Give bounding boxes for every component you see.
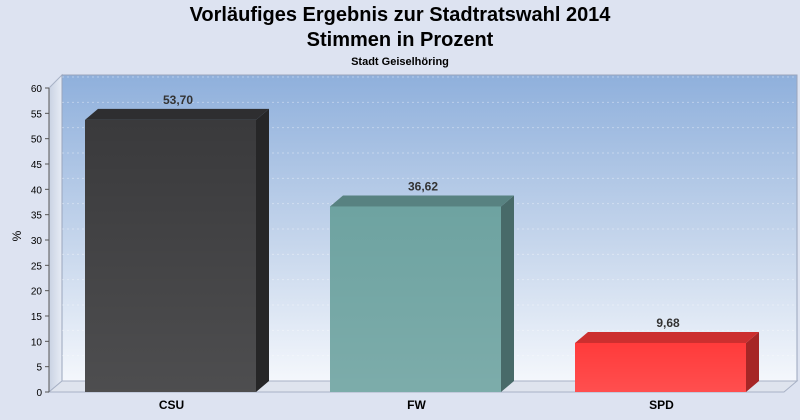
bar-fw: 36,62 — [330, 179, 514, 392]
bar-csu: 53,70 — [85, 93, 269, 393]
y-tick-label: 0 — [36, 388, 42, 399]
y-tick-label: 5 — [36, 363, 42, 374]
bar-highlight — [85, 119, 256, 393]
y-axis-label: % — [10, 230, 24, 241]
y-tick-label: 40 — [31, 185, 43, 196]
x-tick-label: FW — [407, 398, 426, 412]
x-axis: CSU FW SPD — [159, 398, 674, 412]
bar-top — [575, 331, 759, 343]
y-tick-label: 45 — [31, 160, 43, 171]
y-tick-label: 25 — [31, 261, 43, 272]
bars: 53,70 36,62 9,68 — [85, 93, 759, 393]
y-tick-label: 10 — [31, 337, 43, 348]
chart-subtitle: Stimmen in Prozent — [307, 29, 494, 51]
chart-title: Vorläufiges Ergebnis zur Stadtratswahl 2… — [190, 4, 612, 26]
data-label: 36,62 — [408, 179, 438, 193]
bar-top — [330, 195, 514, 207]
bar-highlight — [330, 206, 501, 392]
bar-side — [501, 195, 514, 392]
y-axis: 0 5 10 15 20 25 30 35 40 45 50 55 60 — [31, 84, 50, 399]
bar-top — [85, 108, 269, 120]
x-tick-label: SPD — [649, 398, 674, 412]
y-tick-label: 50 — [31, 135, 43, 146]
bar-side — [256, 108, 269, 393]
y-tick-label: 20 — [31, 287, 43, 298]
bar-side — [746, 331, 759, 392]
bar-highlight — [575, 342, 746, 392]
data-label: 53,70 — [163, 93, 193, 107]
chart-caption: Stadt Geiselhöring — [351, 56, 449, 68]
bar-spd: 9,68 — [575, 316, 759, 392]
data-label: 9,68 — [656, 316, 680, 330]
y-tick-label: 15 — [31, 312, 43, 323]
y-tick-label: 30 — [31, 236, 43, 247]
y-tick-label: 60 — [31, 84, 43, 95]
y-tick-label: 35 — [31, 211, 43, 222]
plot-side-wall — [48, 73, 63, 394]
x-tick-label: CSU — [159, 398, 184, 412]
y-tick-label: 55 — [31, 109, 43, 120]
